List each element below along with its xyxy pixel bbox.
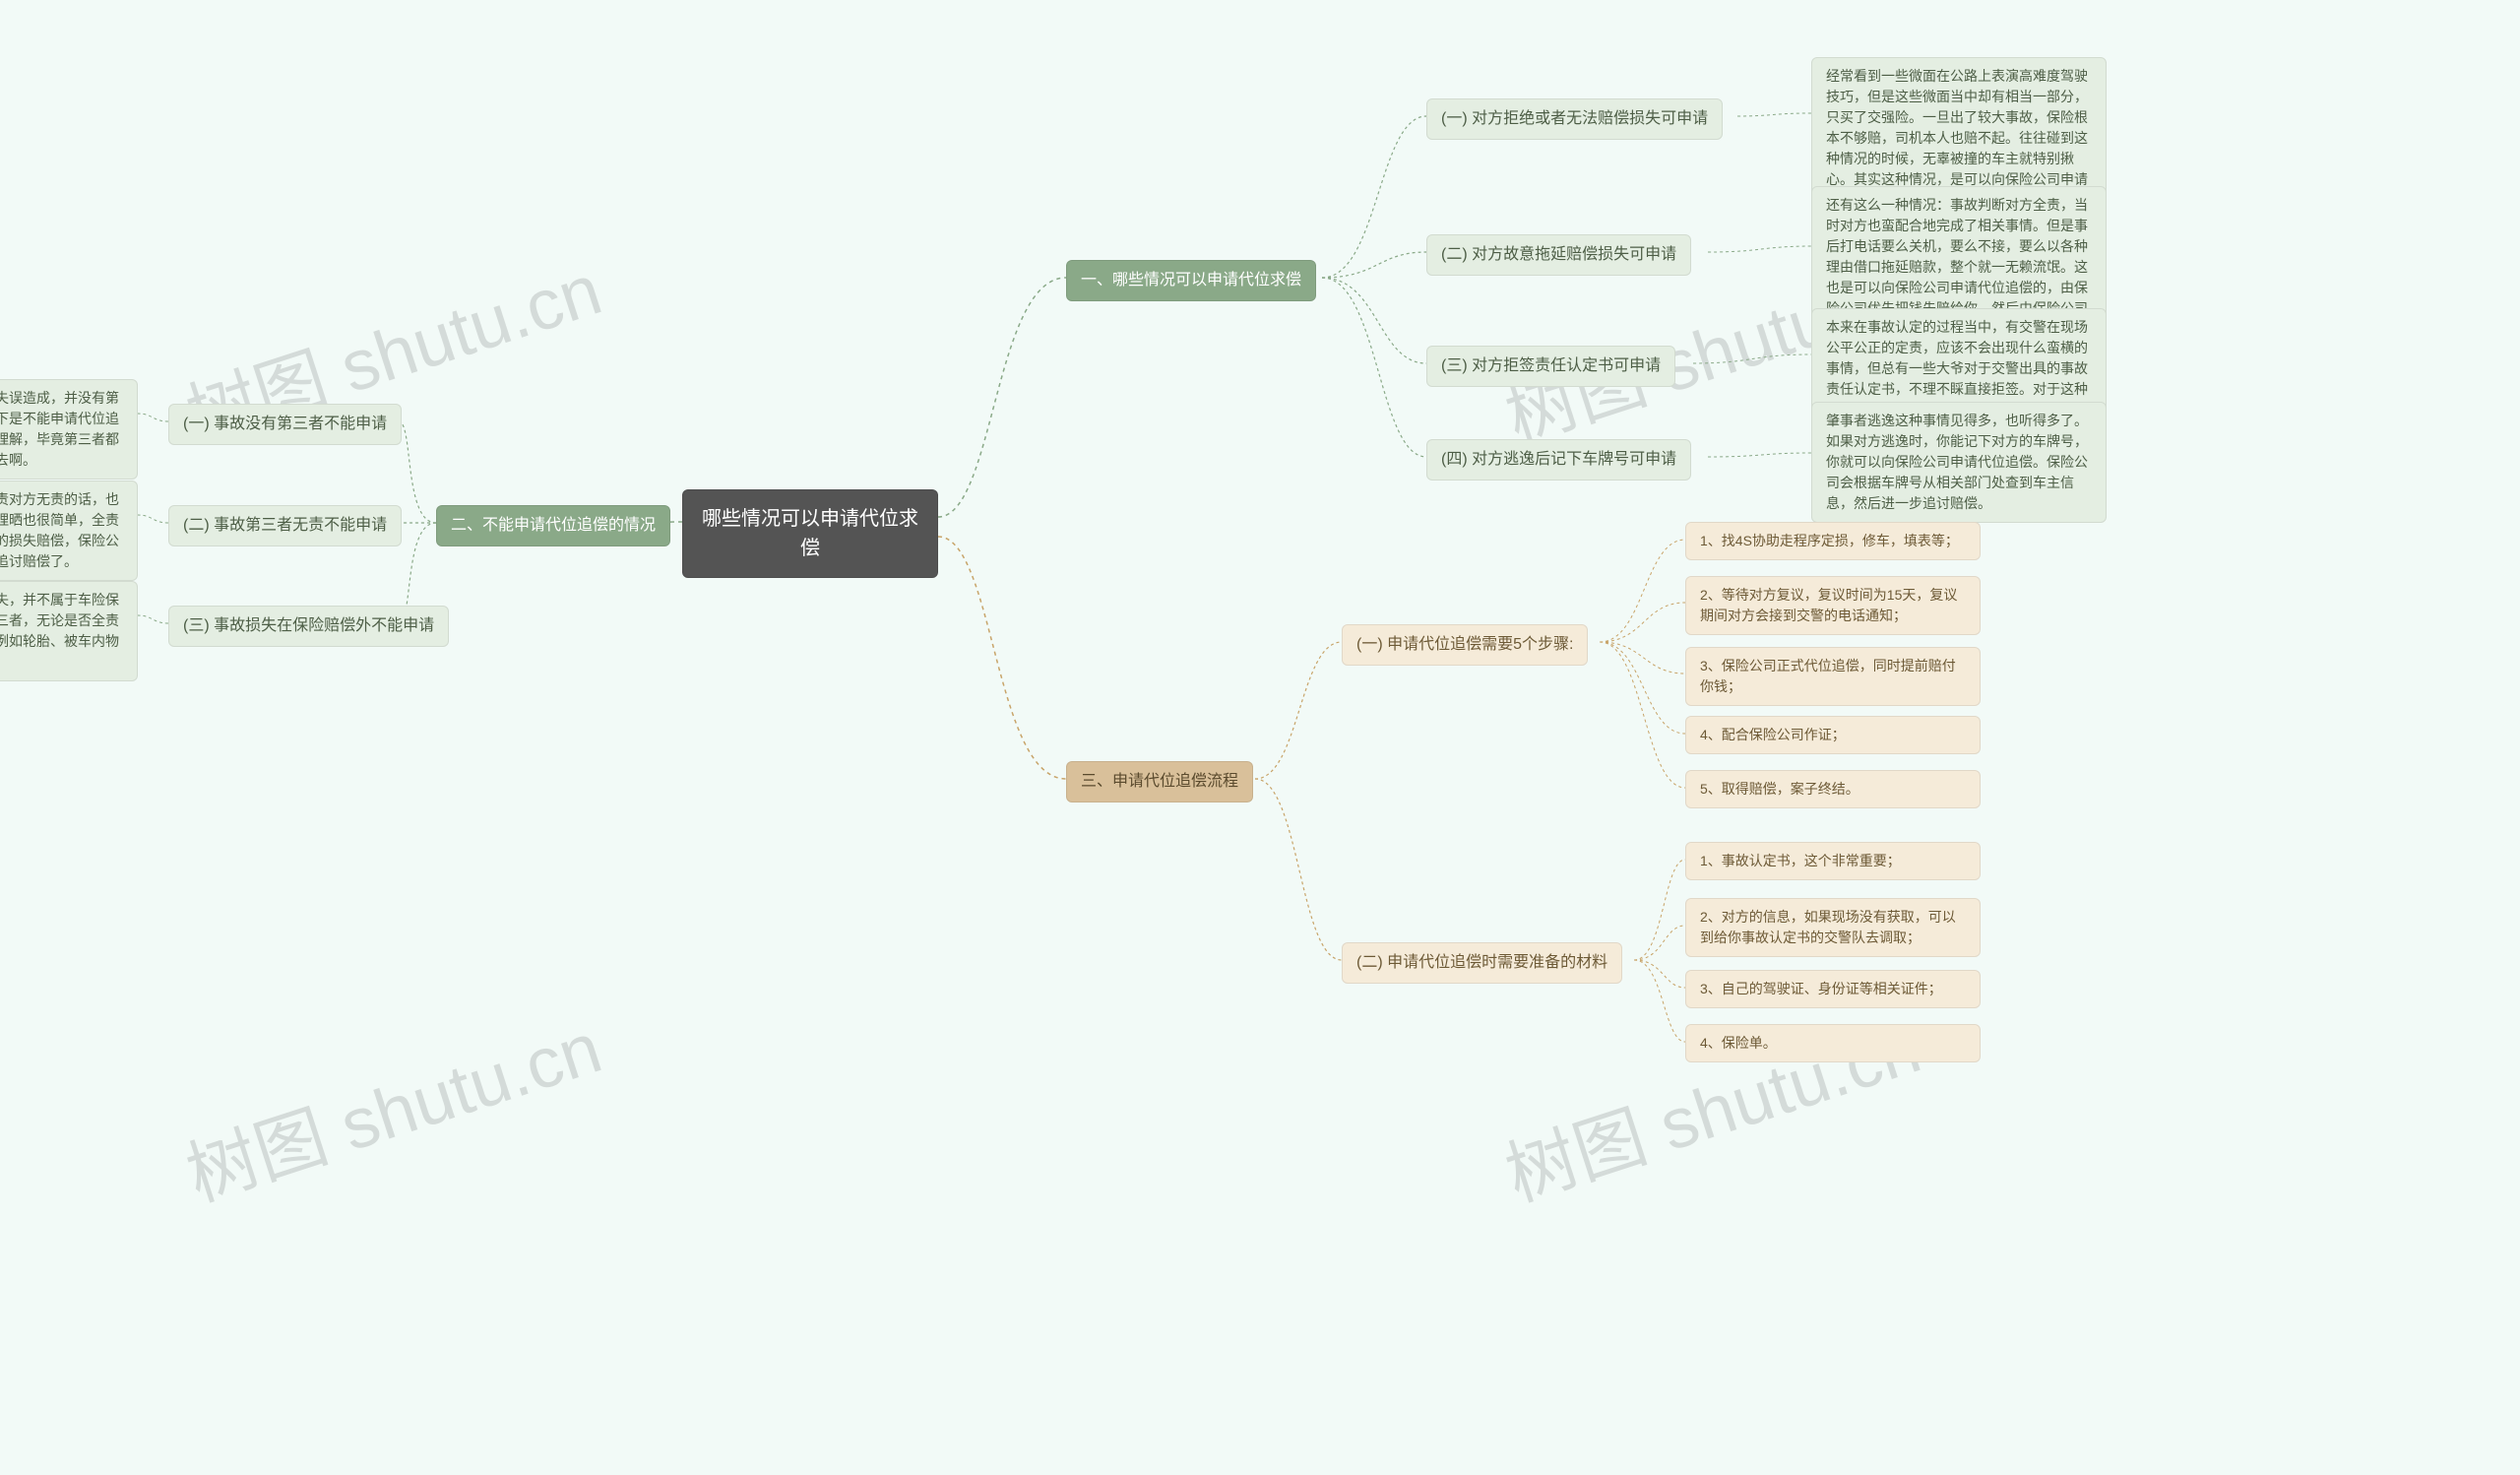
branch-2[interactable]: 二、不能申请代位追偿的情况 (436, 505, 670, 546)
b3c1-leaf-2: 2、等待对方复议，复议时间为15天，复议期间对方会接到交警的电话通知； (1685, 576, 1981, 635)
b2-child-1[interactable]: (一) 事故没有第三者不能申请 (168, 404, 402, 445)
b2-child-3-leaf: 如果在事故中造成的损失，并不属于车险保险范围内，无论有否第三者，无论是否全责都不… (0, 581, 138, 681)
branch-3[interactable]: 三、申请代位追偿流程 (1066, 761, 1253, 802)
b3-child-1[interactable]: (一) 申请代位追偿需要5个步骤: (1342, 624, 1588, 666)
b3c1-leaf-3: 3、保险公司正式代位追偿，同时提前赔付你钱； (1685, 647, 1981, 706)
b3c2-leaf-2: 2、对方的信息，如果现场没有获取，可以到给你事故认定书的交警队去调取； (1685, 898, 1981, 957)
b3c1-leaf-5: 5、取得赔偿，案子终结。 (1685, 770, 1981, 808)
b3c1-leaf-4: 4、配合保险公司作证； (1685, 716, 1981, 754)
mindmap-canvas: 树图 shutu.cn 树图 shutu.cn 树图 shutu.cn 树图 s… (0, 0, 2520, 1475)
b1-child-2[interactable]: (二) 对方故意拖延赔偿损失可申请 (1426, 234, 1691, 276)
watermark: 树图 shutu.cn (171, 990, 611, 1221)
b2-child-1-leaf: 如果事故只是因为自己失误造成，并没有第三者的介入，这种情况下是不能申请代位追偿的… (0, 379, 138, 480)
b3-child-2[interactable]: (二) 申请代位追偿时需要准备的材料 (1342, 942, 1622, 984)
b1-child-4[interactable]: (四) 对方逃逸后记下车牌号可申请 (1426, 439, 1691, 481)
b1-child-1[interactable]: (一) 对方拒绝或者无法赔偿损失可申请 (1426, 98, 1723, 140)
b2-child-3[interactable]: (三) 事故损失在保险赔偿外不能申请 (168, 606, 449, 647)
root-node[interactable]: 哪些情况可以申请代位求偿 (682, 489, 938, 578)
b3c2-leaf-3: 3、自己的驾驶证、身份证等相关证件； (1685, 970, 1981, 1008)
branch-1[interactable]: 一、哪些情况可以申请代位求偿 (1066, 260, 1316, 301)
b3c2-leaf-4: 4、保险单。 (1685, 1024, 1981, 1062)
b1-child-3[interactable]: (三) 对方拒签责任认定书可申请 (1426, 346, 1675, 387)
connector-layer (0, 0, 2520, 1475)
b2-child-2[interactable]: (二) 事故第三者无责不能申请 (168, 505, 402, 546)
b1-child-4-leaf: 肇事者逃逸这种事情见得多，也听得多了。如果对方逃逸时，你能记下对方的车牌号，你就… (1811, 402, 2107, 523)
b3c2-leaf-1: 1、事故认定书，这个非常重要； (1685, 842, 1981, 880)
b2-child-2-leaf: 如果事故认定中自己全责对方无责的话，也不能申请代位追偿。道理晒也很简单，全责就等… (0, 481, 138, 581)
b3c1-leaf-1: 1、找4S协助走程序定损，修车，填表等； (1685, 522, 1981, 560)
